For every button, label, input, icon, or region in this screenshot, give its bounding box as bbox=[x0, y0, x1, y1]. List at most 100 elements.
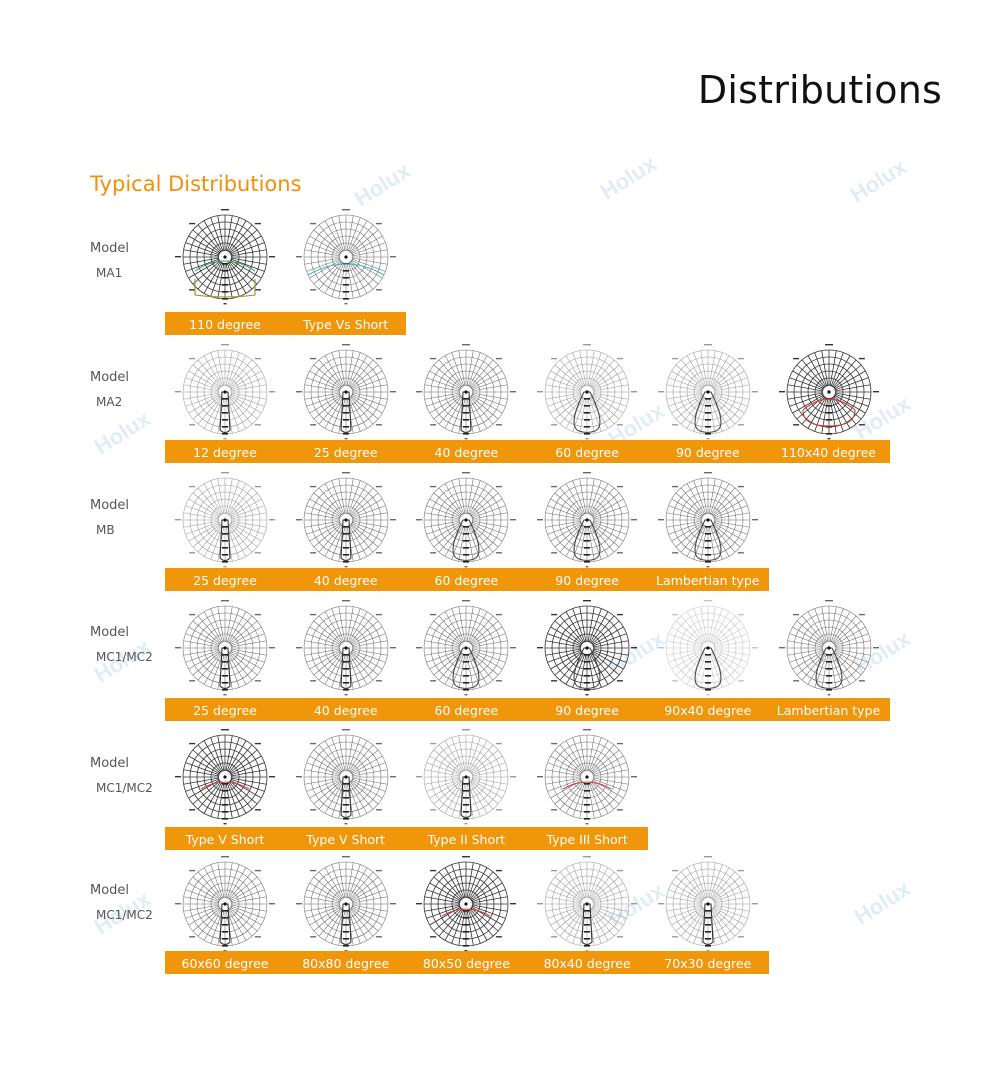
diagram-caption: 90 degree bbox=[675, 445, 740, 460]
polar-diagram-cell bbox=[165, 468, 285, 578]
tick-marks bbox=[778, 600, 879, 696]
polar-diagram-cell bbox=[286, 596, 406, 706]
center-mark bbox=[344, 902, 348, 906]
caption-bar: 60x60 degree 80x80 degree 80x50 degree 80x4… bbox=[165, 951, 769, 974]
polar-diagram-cell bbox=[769, 340, 889, 450]
diagram-caption: 12 degree bbox=[193, 445, 257, 460]
model-label: Model MC1/MC2 bbox=[90, 752, 160, 800]
diagram-caption: Type V Short bbox=[185, 832, 265, 847]
polar-diagram bbox=[657, 600, 758, 696]
distribution-curve bbox=[340, 391, 352, 434]
polar-diagram bbox=[175, 472, 275, 568]
polar-diagram bbox=[175, 729, 275, 825]
tick-marks bbox=[295, 856, 396, 952]
polar-grid bbox=[665, 605, 751, 691]
tick-marks bbox=[175, 209, 275, 305]
caption-bar: 25 degree 40 degree 60 degree 90 degree Lamb… bbox=[165, 568, 769, 591]
center-mark bbox=[464, 902, 468, 906]
intensity-scale bbox=[463, 783, 470, 820]
center-mark bbox=[223, 902, 227, 906]
distribution-curve bbox=[200, 781, 250, 790]
model-word: Model bbox=[90, 625, 130, 640]
center-mark bbox=[344, 255, 348, 259]
diagram-caption: 80x50 degree bbox=[422, 956, 510, 971]
distribution-curve bbox=[573, 519, 601, 562]
polar-diagram-cell bbox=[165, 340, 285, 450]
tick-marks bbox=[175, 856, 275, 952]
tick-marks bbox=[416, 856, 517, 952]
intensity-scale bbox=[342, 654, 349, 691]
polar-diagram bbox=[295, 209, 396, 305]
center-mark bbox=[585, 775, 589, 779]
distribution-curve bbox=[694, 519, 722, 562]
polar-diagram bbox=[537, 729, 638, 825]
model-label: Model MB bbox=[90, 494, 160, 542]
center-mark bbox=[223, 775, 227, 779]
tick-marks bbox=[537, 600, 638, 696]
intensity-scale bbox=[222, 526, 228, 563]
diagram-caption: 80x40 degree bbox=[543, 956, 631, 971]
intensity-scale bbox=[222, 263, 228, 300]
polar-diagram bbox=[537, 472, 638, 568]
center-mark bbox=[344, 646, 348, 650]
diagram-caption: 40 degree bbox=[434, 445, 499, 460]
tick-marks bbox=[295, 472, 396, 568]
intensity-scale bbox=[463, 526, 470, 563]
center-mark bbox=[223, 646, 227, 650]
center-mark bbox=[344, 518, 348, 522]
polar-grid bbox=[665, 477, 751, 563]
distribution-curve bbox=[452, 519, 480, 562]
polar-diagram-cell bbox=[527, 468, 647, 578]
intensity-scale bbox=[704, 398, 711, 435]
distribution-curve bbox=[562, 781, 612, 790]
distribution-curve bbox=[702, 903, 714, 946]
polar-grid bbox=[665, 861, 751, 947]
tick-marks bbox=[537, 729, 638, 825]
tick-marks bbox=[175, 600, 275, 696]
watermark: Holux bbox=[849, 875, 915, 930]
polar-diagram bbox=[778, 344, 879, 440]
diagram-caption: 40 degree bbox=[313, 703, 378, 718]
polar-diagram-cell bbox=[286, 205, 406, 315]
distribution-curve bbox=[694, 647, 722, 690]
center-mark bbox=[706, 518, 710, 522]
model-code: MA2 bbox=[96, 395, 123, 409]
tick-marks bbox=[295, 600, 396, 696]
distribution-curve bbox=[581, 903, 593, 946]
intensity-scale bbox=[222, 398, 228, 435]
distribution-curve bbox=[694, 391, 722, 434]
intensity-scale bbox=[825, 654, 832, 691]
tick-marks bbox=[657, 472, 758, 568]
polar-grid bbox=[544, 734, 630, 820]
diagram-caption: 40 degree bbox=[313, 573, 378, 588]
distribution-curve bbox=[340, 903, 352, 946]
center-mark bbox=[585, 646, 589, 650]
polar-diagram-cell bbox=[648, 340, 768, 450]
distribution-curve-secondary bbox=[194, 279, 256, 298]
intensity-scale bbox=[584, 398, 591, 435]
intensity-scale bbox=[342, 783, 349, 820]
polar-diagram-cell bbox=[286, 852, 406, 962]
diagram-caption: Lambertian type bbox=[776, 703, 881, 718]
tick-marks bbox=[416, 600, 517, 696]
polar-diagram-cell bbox=[648, 468, 768, 578]
distribution-curve bbox=[815, 647, 842, 690]
polar-grid bbox=[182, 734, 268, 820]
diagram-caption: 25 degree bbox=[193, 573, 257, 588]
model-code: MB bbox=[96, 523, 115, 537]
intensity-scale bbox=[342, 910, 349, 947]
model-label: Model MA1 bbox=[90, 237, 160, 285]
polar-diagram-cell bbox=[648, 852, 768, 962]
center-mark bbox=[464, 518, 468, 522]
center-mark bbox=[585, 390, 589, 394]
polar-diagram-cell bbox=[286, 725, 406, 835]
polar-diagram bbox=[295, 600, 396, 696]
distribution-curve bbox=[340, 647, 352, 690]
polar-diagram-cell bbox=[527, 340, 647, 450]
polar-diagram bbox=[295, 856, 396, 952]
intensity-scale bbox=[584, 910, 591, 947]
diagram-caption: 60 degree bbox=[434, 573, 499, 588]
polar-diagram bbox=[416, 344, 517, 440]
model-code: MC1/MC2 bbox=[96, 650, 153, 664]
tick-marks bbox=[537, 472, 638, 568]
